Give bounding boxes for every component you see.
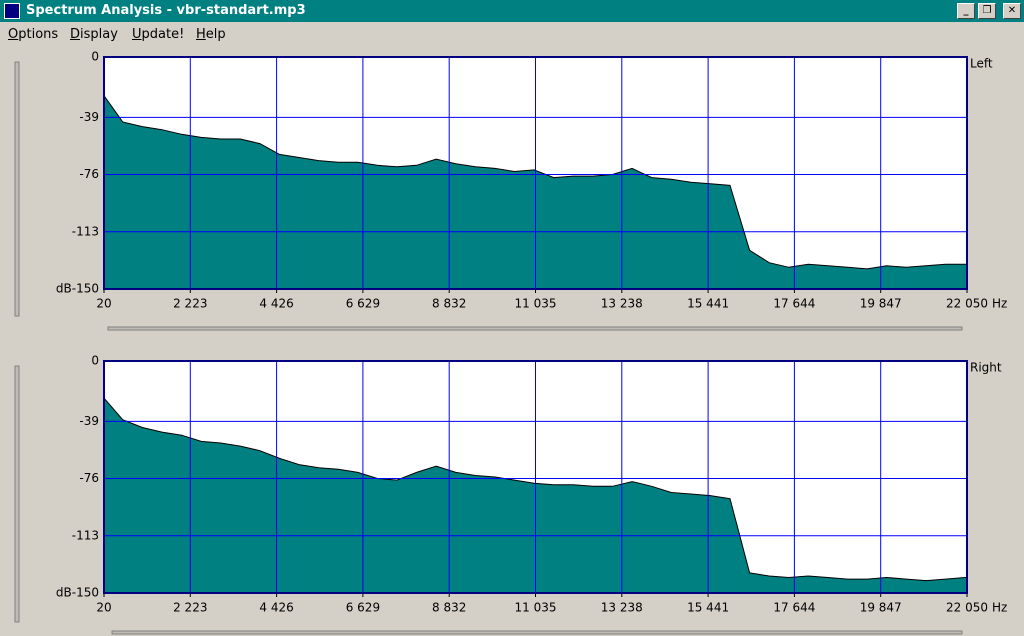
x-tick-label: 8 832 bbox=[432, 601, 466, 615]
slider[interactable] bbox=[111, 630, 963, 635]
menu-item[interactable]: Display bbox=[70, 27, 118, 42]
chart-title: Left bbox=[970, 57, 993, 71]
x-tick-label: 13 238 bbox=[601, 297, 643, 311]
x-tick-label: 8 832 bbox=[432, 297, 466, 311]
x-tick-label: 6 629 bbox=[346, 297, 380, 311]
y-tick-label: 0 bbox=[91, 354, 99, 368]
x-tick-label: 2 223 bbox=[173, 297, 207, 311]
x-axis-label: Hz bbox=[992, 601, 1007, 615]
x-tick-label: 11 035 bbox=[515, 601, 557, 615]
x-tick-label: 15 441 bbox=[687, 297, 729, 311]
x-tick-label: 20 bbox=[96, 297, 111, 311]
chart-title: Right bbox=[970, 361, 1002, 375]
y-tick-label: 0 bbox=[91, 50, 99, 64]
y-tick-label: -113 bbox=[72, 528, 99, 542]
window-title: Spectrum Analysis - vbr-standart.mp3 bbox=[26, 3, 306, 18]
minimize-button[interactable]: _ bbox=[957, 3, 975, 19]
x-tick-label: 19 847 bbox=[860, 297, 902, 311]
slider[interactable] bbox=[14, 61, 20, 317]
title-bar: Spectrum Analysis - vbr-standart.mp3 _ ❐… bbox=[0, 0, 1024, 22]
slider[interactable] bbox=[107, 326, 963, 331]
y-tick-label: dB-150 bbox=[56, 586, 99, 600]
x-tick-label: 6 629 bbox=[346, 601, 380, 615]
area-outline bbox=[103, 95, 967, 270]
app-icon bbox=[4, 3, 20, 19]
plot-border bbox=[103, 56, 968, 290]
plot-border bbox=[103, 360, 968, 594]
area-outline bbox=[103, 397, 967, 582]
x-tick-label: 15 441 bbox=[687, 601, 729, 615]
slider[interactable] bbox=[14, 365, 20, 623]
restore-button[interactable]: ❐ bbox=[978, 3, 996, 19]
x-tick-label: 13 238 bbox=[601, 601, 643, 615]
x-tick-label: 19 847 bbox=[860, 601, 902, 615]
y-tick-label: -76 bbox=[79, 167, 99, 181]
x-tick-label: 22 050 bbox=[946, 601, 988, 615]
menu-item[interactable]: Options bbox=[8, 27, 59, 42]
x-tick-label: 22 050 bbox=[946, 297, 988, 311]
x-tick-label: 17 644 bbox=[773, 601, 815, 615]
x-tick-label: 4 426 bbox=[259, 601, 293, 615]
y-tick-label: -39 bbox=[79, 110, 99, 124]
x-tick-label: 20 bbox=[96, 601, 111, 615]
y-tick-label: dB-150 bbox=[56, 282, 99, 296]
x-axis-label: Hz bbox=[992, 297, 1007, 311]
y-tick-label: -39 bbox=[79, 414, 99, 428]
close-button[interactable]: ✕ bbox=[1003, 3, 1021, 19]
x-tick-label: 2 223 bbox=[173, 601, 207, 615]
menu-item[interactable]: Update! bbox=[132, 27, 185, 42]
y-tick-label: -113 bbox=[72, 224, 99, 238]
y-tick-label: -76 bbox=[79, 471, 99, 485]
menu-item[interactable]: Help bbox=[196, 27, 226, 42]
x-tick-label: 4 426 bbox=[259, 297, 293, 311]
x-tick-label: 17 644 bbox=[773, 297, 815, 311]
x-tick-label: 11 035 bbox=[515, 297, 557, 311]
